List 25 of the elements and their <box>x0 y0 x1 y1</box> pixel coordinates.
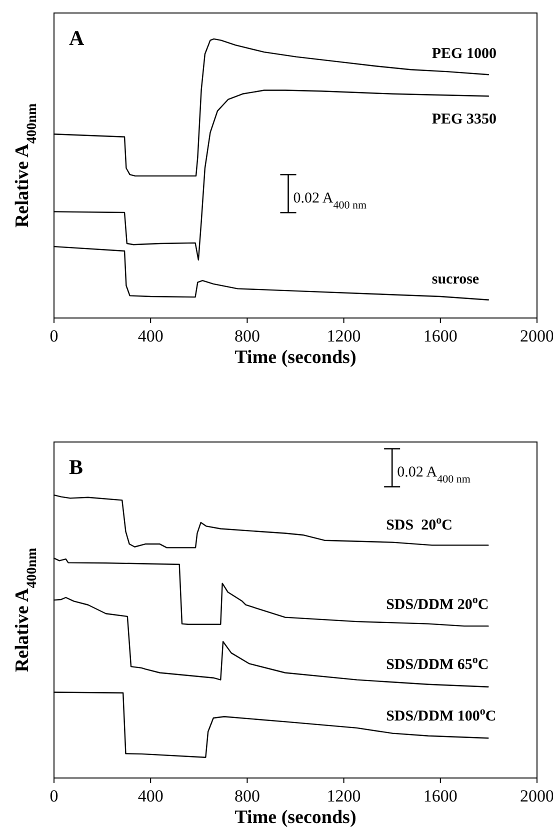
x-axis-title: Time (seconds) <box>234 347 356 368</box>
x-tick-label: 2000 <box>520 786 553 806</box>
text: 0.02 A$_{400 nm}$ <box>397 464 471 486</box>
series-label: sucrose <box>432 271 480 288</box>
chart-title: A <box>69 26 85 50</box>
series-label: PEG 1000 <box>432 46 496 62</box>
x-tick-label: 0 <box>50 326 58 346</box>
series-label: PEG 3350 <box>432 111 496 128</box>
x-axis-title: Time (seconds) <box>234 807 356 828</box>
x-tick-label: 2000 <box>520 326 553 346</box>
x-tick-label: 400 <box>138 786 164 806</box>
annotation: 0.02 A$_{400 nm}$ <box>293 190 368 212</box>
series-label: SDS 20$^{o}$C <box>386 514 452 534</box>
x-tick-label: 0 <box>50 786 58 806</box>
x-tick-label: 1200 <box>326 786 361 806</box>
x-tick-label: 1600 <box>423 786 458 806</box>
series-label: SDS/DDM 20$^{o}$C <box>386 594 489 614</box>
series-label: SDS/DDM 65$^{o}$C <box>386 654 489 673</box>
x-tick-label: 800 <box>234 326 260 346</box>
chart-title: B <box>69 455 84 479</box>
x-tick-label: 400 <box>138 326 164 346</box>
x-tick-label: 800 <box>234 786 260 806</box>
series-label: SDS/DDM 100$^{o}$C <box>386 705 496 724</box>
x-tick-label: 1200 <box>326 326 361 346</box>
x-tick-label: 1600 <box>423 326 458 346</box>
